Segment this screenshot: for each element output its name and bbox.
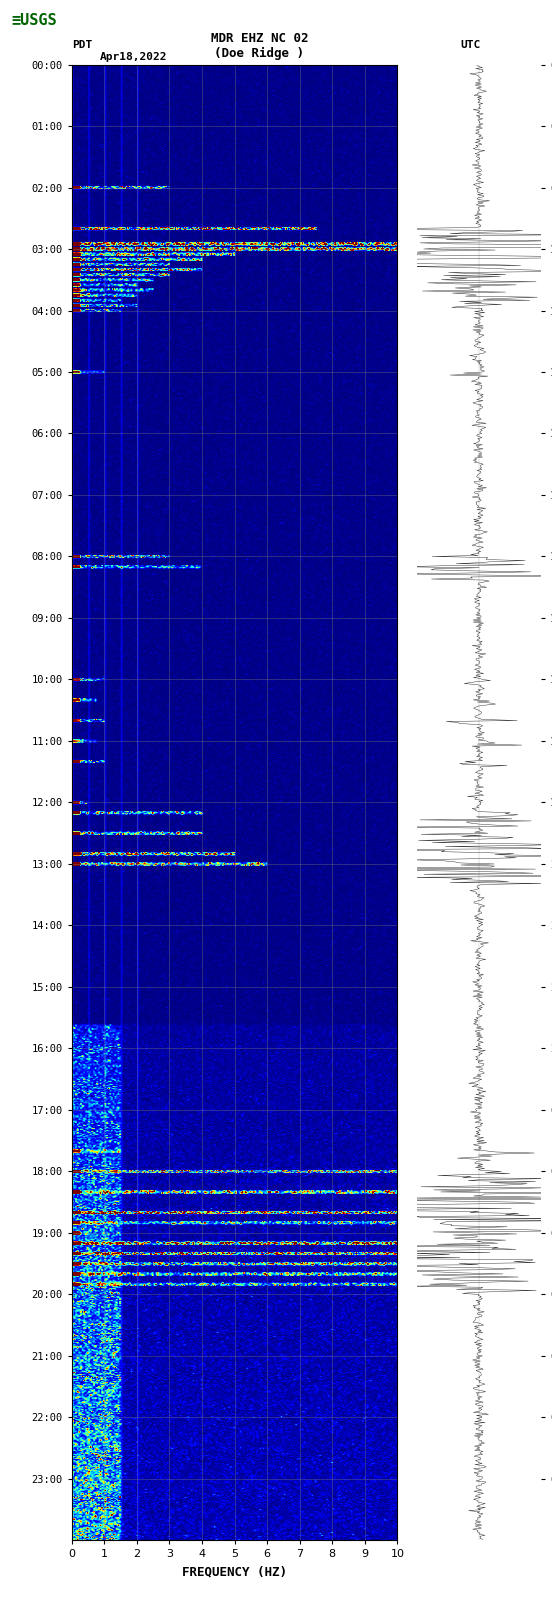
X-axis label: FREQUENCY (HZ): FREQUENCY (HZ) — [182, 1565, 287, 1578]
Text: PDT: PDT — [72, 40, 92, 50]
Text: UTC: UTC — [460, 40, 480, 50]
Text: Apr18,2022: Apr18,2022 — [99, 52, 167, 61]
Text: ≡USGS: ≡USGS — [11, 13, 57, 27]
Text: MDR EHZ NC 02: MDR EHZ NC 02 — [211, 32, 308, 45]
Text: (Doe Ridge ): (Doe Ridge ) — [214, 47, 305, 60]
